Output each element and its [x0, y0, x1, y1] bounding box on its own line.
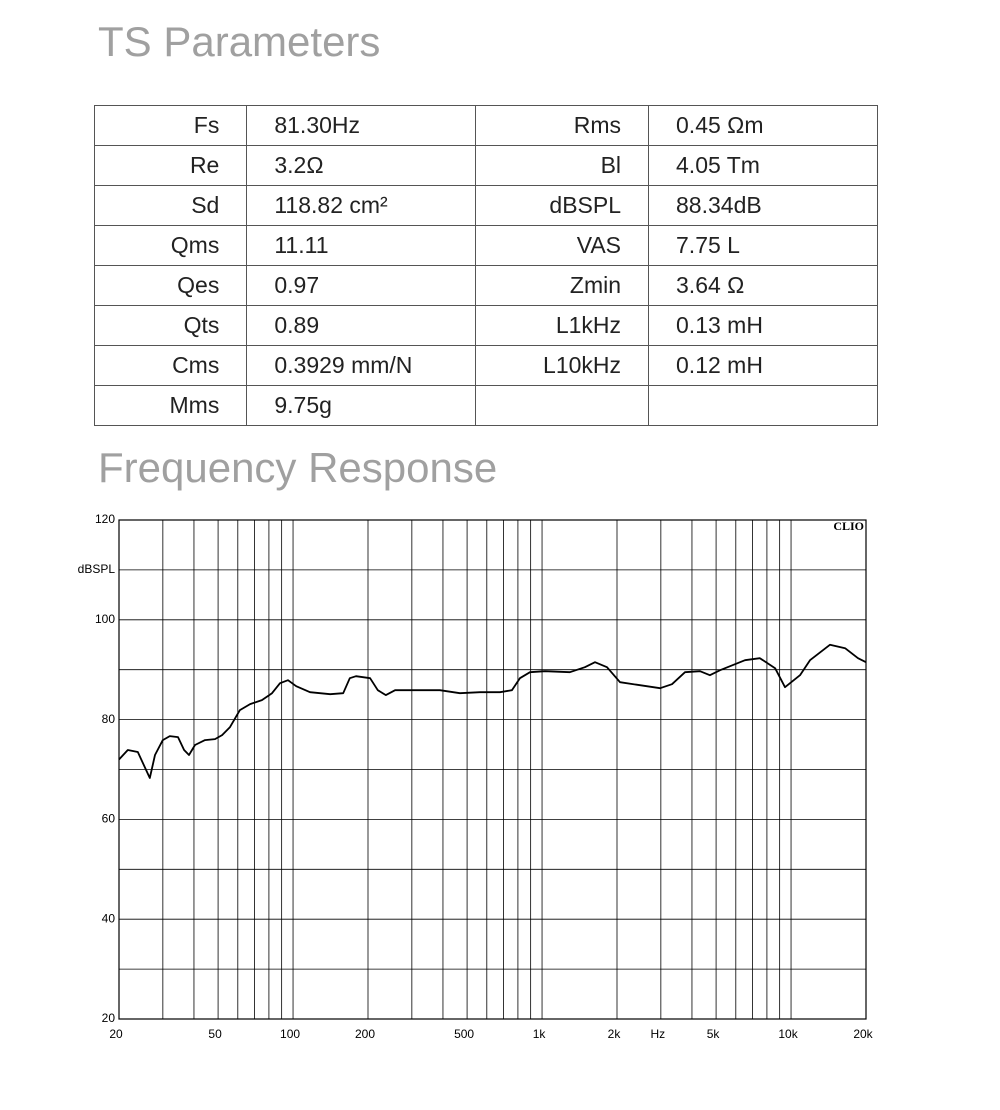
param-value: 0.3929 mm/N: [246, 345, 476, 386]
param-value: 4.05 Tm: [648, 145, 878, 186]
ts-table: Fs 81.30Hz Rms 0.45 Ωm Re 3.2Ω Bl 4.05 Tm Sd 118.…: [93, 105, 878, 426]
x-tick-label: 200: [355, 1027, 375, 1041]
table-row: Fs 81.30Hz Rms 0.45 Ωm: [93, 105, 878, 146]
x-tick-label: 10k: [778, 1027, 798, 1041]
param-name: [474, 385, 650, 426]
x-tick-label: 20: [109, 1027, 123, 1041]
param-value: 9.75g: [246, 385, 476, 426]
table-row: Mms 9.75g: [93, 385, 878, 426]
param-name: Qts: [93, 305, 248, 346]
x-tick-label: 1k: [533, 1027, 547, 1041]
table-row: Sd 118.82 cm² dBSPL 88.34dB: [93, 185, 878, 226]
param-value: 0.45 Ωm: [648, 105, 878, 146]
watermark: CLIO: [833, 519, 864, 533]
param-name: Zmin: [474, 265, 650, 306]
param-name: L1kHz: [474, 305, 650, 346]
table-row: Qms 11.11 VAS 7.75 L: [93, 225, 878, 266]
param-value: 0.13 mH: [648, 305, 878, 346]
param-name: Mms: [93, 385, 248, 426]
x-tick-label: 500: [454, 1027, 474, 1041]
y-axis-label: dBSPL: [78, 562, 116, 576]
x-tick-label: 100: [280, 1027, 300, 1041]
param-value: [648, 385, 878, 426]
y-tick-label: 20: [102, 1011, 116, 1025]
plot-frame: [118, 519, 867, 1020]
param-value: 81.30Hz: [246, 105, 476, 146]
param-name: L10kHz: [474, 345, 650, 386]
param-value: 0.89: [246, 305, 476, 346]
chart: 20 50 100 200 500 1k 2k Hz 5k 10k 20k 20 40 60 80 100 12…: [78, 512, 874, 1041]
x-tick-label: 5k: [707, 1027, 721, 1041]
param-value: 118.82 cm²: [246, 185, 476, 226]
y-tick-label: 80: [102, 712, 116, 726]
x-tick-label: Hz: [651, 1027, 666, 1041]
response-curve: [118, 643, 867, 779]
y-tick-label: 100: [95, 612, 115, 626]
table-row: Qes 0.97 Zmin 3.64 Ω: [93, 265, 878, 306]
param-value: 11.11: [246, 225, 476, 266]
param-name: VAS: [474, 225, 650, 266]
param-name: Re: [93, 145, 248, 186]
table-row: Cms 0.3929 mm/N L10kHz 0.12 mH: [93, 345, 878, 386]
y-tick-label: 120: [95, 512, 115, 526]
param-name: Bl: [474, 145, 650, 186]
y-tick-label: 60: [102, 812, 116, 826]
param-value: 3.2Ω: [246, 145, 476, 186]
param-name: dBSPL: [474, 185, 650, 226]
x-tick-label: 50: [208, 1027, 222, 1041]
param-name: Cms: [93, 345, 248, 386]
param-name: Qms: [93, 225, 248, 266]
x-tick-label: 20k: [853, 1027, 873, 1041]
section-title: Frequency Response: [98, 444, 498, 491]
param-value: 3.64 Ω: [648, 265, 878, 306]
param-value: 88.34dB: [648, 185, 878, 226]
param-name: Sd: [93, 185, 248, 226]
param-name: Fs: [93, 105, 248, 146]
param-name: Qes: [93, 265, 248, 306]
x-tick-label: 2k: [608, 1027, 622, 1041]
section-title: TS Parameters: [98, 18, 381, 65]
table-row: Qts 0.89 L1kHz 0.13 mH: [93, 305, 878, 346]
param-value: 7.75 L: [648, 225, 878, 266]
param-value: 0.12 mH: [648, 345, 878, 386]
y-tick-label: 40: [102, 911, 116, 925]
table-row: Re 3.2Ω Bl 4.05 Tm: [93, 145, 878, 186]
param-name: Rms: [474, 105, 650, 146]
param-value: 0.97: [246, 265, 476, 306]
